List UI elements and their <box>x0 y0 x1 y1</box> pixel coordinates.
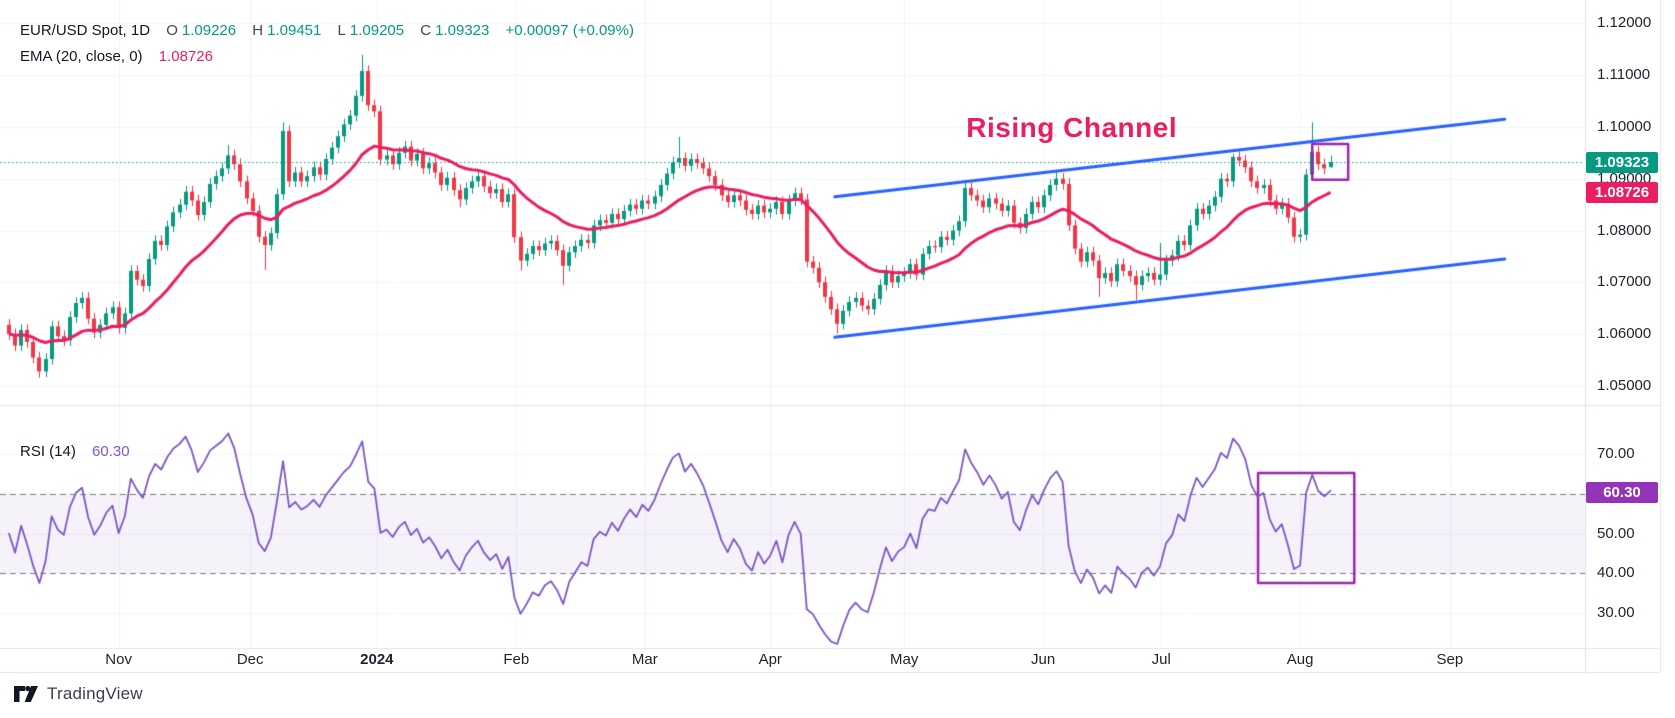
tradingview-logo[interactable]: TradingView <box>13 683 143 705</box>
tradingview-logo-text: TradingView <box>47 684 143 703</box>
tradingview-logo-icon <box>14 685 38 702</box>
